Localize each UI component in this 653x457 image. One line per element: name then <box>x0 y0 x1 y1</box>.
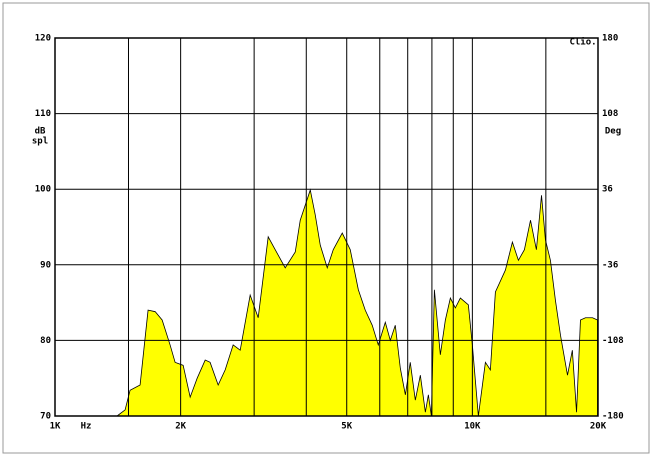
y-axis-label: spl <box>32 137 48 147</box>
area <box>115 188 598 417</box>
y2-tick-label: -36 <box>602 260 618 270</box>
y-tick-label: 70 <box>40 412 51 422</box>
y2-tick-label: -180 <box>602 412 624 422</box>
y-tick-label: 110 <box>35 109 51 119</box>
x-tick-label: 10K <box>464 422 481 432</box>
plot <box>54 37 599 417</box>
brand: Clio. <box>569 37 596 48</box>
y2-axis-label: Deg <box>605 127 621 137</box>
y2-tick-label: 36 <box>602 185 613 195</box>
y-tick-label: 80 <box>40 336 51 346</box>
x-axis-label: Hz <box>81 422 92 432</box>
y-tick-label: 100 <box>35 185 51 195</box>
y2-tick-label: -108 <box>602 336 624 346</box>
x-tick-label: 1K <box>50 422 61 432</box>
y2-tick-label: 108 <box>602 109 618 119</box>
y-axis-label: dB <box>35 127 46 137</box>
y-tick-label: 90 <box>40 260 51 270</box>
plot-border <box>54 37 599 417</box>
x-tick-label: 20K <box>590 422 607 432</box>
x-tick-label: 2K <box>175 422 186 432</box>
y-tick-label: 120 <box>35 34 51 44</box>
x-tick-label: 5K <box>341 422 352 432</box>
y2-tick-label: 180 <box>602 34 618 44</box>
